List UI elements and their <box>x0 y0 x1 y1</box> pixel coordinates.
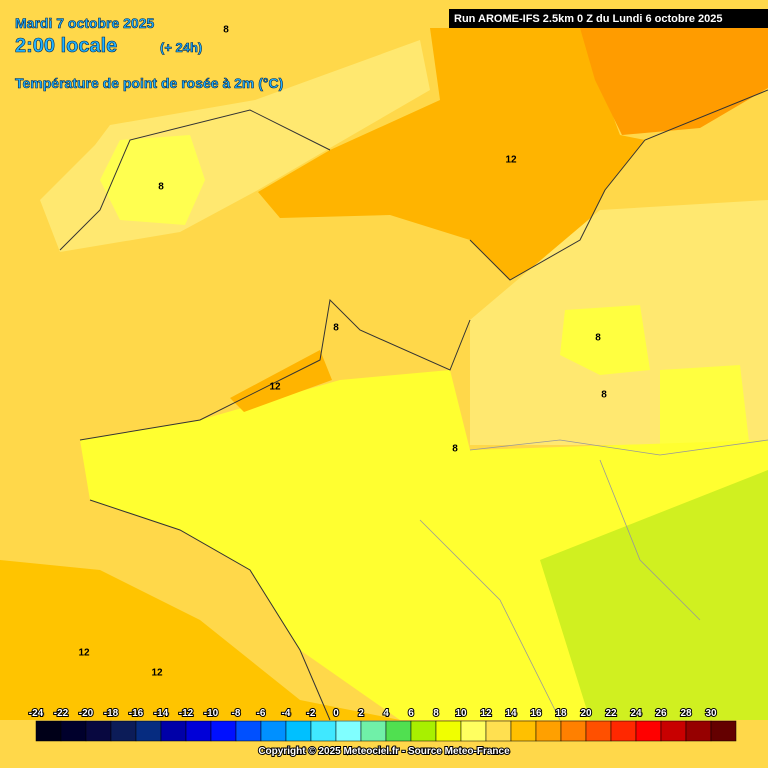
legend-label: -2 <box>307 708 316 719</box>
legend-swatch <box>560 720 587 742</box>
legend-swatch <box>660 720 687 742</box>
parameter: Température de point de rosée à 2m (°C) <box>15 75 283 91</box>
england-zone <box>100 135 205 225</box>
date: Mardi 7 octobre 2025 <box>15 15 154 31</box>
legend-swatch <box>710 720 737 742</box>
legend-label: 26 <box>655 708 667 719</box>
legend-label: 4 <box>383 708 389 719</box>
legend-label: -12 <box>179 708 194 719</box>
legend-label: 20 <box>580 708 592 719</box>
warm-sea <box>580 28 768 135</box>
legend-label: 10 <box>455 708 467 719</box>
legend-label: -10 <box>204 708 219 719</box>
legend-swatch <box>35 720 62 742</box>
legend-label: -18 <box>104 708 119 719</box>
legend-label: -24 <box>29 708 44 719</box>
contour-label: 8 <box>601 390 607 401</box>
legend-label: -14 <box>154 708 169 719</box>
zone <box>660 365 750 455</box>
legend-swatch <box>85 720 112 742</box>
contour-label: 8 <box>158 182 164 193</box>
borders <box>419 439 768 721</box>
legend-swatch <box>210 720 237 742</box>
legend-swatch <box>60 720 87 742</box>
legend-swatch <box>635 720 662 742</box>
run-label: Run AROME-IFS 2.5km 0 Z du Lundi 6 octob… <box>454 13 723 25</box>
legend-swatch <box>260 720 287 742</box>
contour-label: 12 <box>505 155 517 166</box>
legend-label: 14 <box>505 708 517 719</box>
legend-swatch <box>335 720 362 742</box>
legend-label: 0 <box>333 708 339 719</box>
legend-swatch <box>285 720 312 742</box>
legend-swatch <box>610 720 637 742</box>
legend-swatch <box>385 720 412 742</box>
legend-swatch <box>135 720 162 742</box>
contour-label: 12 <box>151 668 163 679</box>
legend-swatch <box>410 720 437 742</box>
contour-label: 8 <box>223 25 229 36</box>
legend-label: 2 <box>358 708 364 719</box>
legend-swatch <box>435 720 462 742</box>
legend-label: -6 <box>257 708 266 719</box>
legend-swatch <box>235 720 262 742</box>
contour-labels: 8 12 8 8 8 12 8 8 12 12 <box>78 25 607 679</box>
legend-label: 28 <box>680 708 692 719</box>
legend-label: 22 <box>605 708 617 719</box>
legend-label: -4 <box>282 708 291 719</box>
zone <box>560 305 650 375</box>
legend-label: -8 <box>232 708 241 719</box>
copyright: Copyright © 2025 Meteociel.fr - Source M… <box>258 746 510 757</box>
lead-time: (+ 24h) <box>160 40 202 55</box>
contour-label: 12 <box>269 382 281 393</box>
legend-label: -22 <box>54 708 69 719</box>
green-zone <box>540 470 768 720</box>
color-legend: -24 -22 -20 -18 -16 -14 -12 -10 -8 -6 -4 -2 0 2 4 6 8 10 1… <box>28 707 737 742</box>
contour-label: 8 <box>595 333 601 344</box>
time: 2:00 locale <box>15 35 117 57</box>
legend-swatch <box>360 720 387 742</box>
legend-swatch <box>585 720 612 742</box>
legend-swatch <box>460 720 487 742</box>
legend-label: 16 <box>530 708 542 719</box>
coastline <box>59 89 768 721</box>
contour-label: 8 <box>452 444 458 455</box>
legend-swatch <box>160 720 187 742</box>
legend-swatch <box>510 720 537 742</box>
legend-swatch <box>310 720 337 742</box>
legend-swatch <box>535 720 562 742</box>
legend-label: 30 <box>705 708 717 719</box>
run-box <box>449 9 768 28</box>
legend-label: 6 <box>408 708 414 719</box>
legend-swatch <box>685 720 712 742</box>
biscay-sea <box>0 560 400 720</box>
legend-label: 12 <box>480 708 492 719</box>
legend-label: -20 <box>79 708 94 719</box>
legend-label: 18 <box>555 708 567 719</box>
legend-swatch <box>485 720 512 742</box>
channel-sea <box>258 28 645 280</box>
legend-swatch <box>185 720 212 742</box>
contour-label: 8 <box>333 323 339 334</box>
contour-label: 12 <box>78 648 90 659</box>
legend-swatch <box>110 720 137 742</box>
legend-label: -16 <box>129 708 144 719</box>
legend-label: 8 <box>433 708 439 719</box>
warm-band <box>230 350 332 412</box>
legend-label: 24 <box>630 708 642 719</box>
